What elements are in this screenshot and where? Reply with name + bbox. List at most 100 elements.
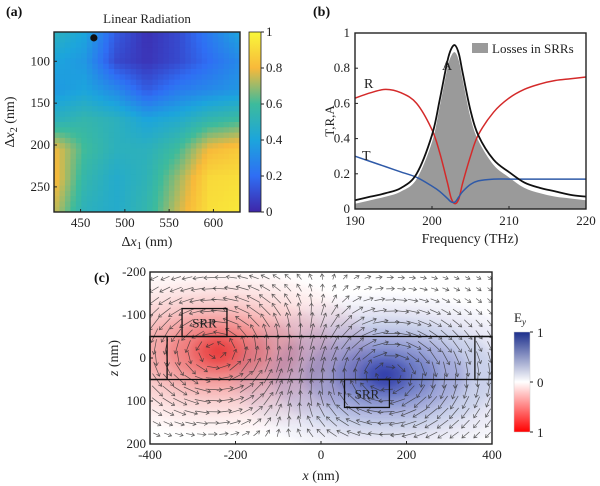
field-arrow: [465, 275, 471, 280]
y-tick-label: 250: [31, 179, 51, 194]
heatmap-cell: [168, 159, 175, 165]
heatmap-cell: [152, 164, 159, 171]
heatmap-cell: [229, 148, 236, 155]
heatmap-cell: [201, 84, 208, 91]
heatmap-cell: [70, 164, 77, 171]
heatmap-cell: [125, 169, 132, 176]
heatmap-cell: [86, 174, 93, 181]
heatmap-cell: [103, 111, 110, 118]
heatmap-cell: [152, 116, 159, 123]
field-arrow: [441, 308, 452, 315]
heatmap-cell: [108, 69, 115, 75]
heatmap-cell: [201, 100, 208, 107]
heatmap-cell: [201, 206, 208, 212]
heatmap-cell: [185, 69, 192, 75]
heatmap-cell: [190, 137, 197, 144]
heatmap-cell: [70, 185, 77, 192]
heatmap-cell: [152, 180, 159, 187]
field-arrow: [181, 329, 193, 341]
field-arrow: [413, 396, 427, 408]
heatmap-cell: [157, 164, 165, 171]
heatmap-cell: [86, 37, 93, 44]
field-arrow: [287, 368, 294, 384]
heatmap-cell: [179, 196, 186, 203]
heatmap-cell: [152, 42, 159, 49]
heatmap-cell: [64, 74, 72, 81]
heatmap-cell: [136, 169, 143, 176]
heatmap-cell: [119, 185, 126, 192]
heatmap-cell: [229, 95, 236, 102]
heatmap-cell: [207, 63, 214, 70]
heatmap-cell: [229, 74, 236, 81]
heatmap-cell: [201, 190, 208, 197]
field-arrow: [307, 390, 313, 407]
heatmap-cell: [81, 137, 88, 144]
heatmap-cell: [207, 201, 214, 208]
field-arrow: [394, 320, 411, 326]
field-arrow: [271, 293, 282, 304]
heatmap-cell: [70, 190, 77, 197]
field-arrow: [332, 284, 337, 292]
field-arrow: [361, 328, 378, 337]
field-arrow: [150, 317, 159, 331]
field-arrow: [309, 302, 314, 316]
field-arrow: [443, 361, 449, 378]
field-arrow: [254, 345, 260, 362]
panel-a: (a) Linear Radiation 450 500 550 6001001502…: [3, 5, 283, 252]
field-arrow: [168, 307, 183, 317]
field-arrow: [169, 318, 183, 330]
heatmap-cell: [75, 180, 82, 187]
heatmap-cell: [59, 37, 66, 44]
heatmap-cell: [179, 32, 186, 38]
heatmap-cell: [185, 74, 192, 81]
heatmap-cell: [125, 180, 132, 187]
heatmap-cell: [125, 111, 132, 118]
heatmap-cell: [201, 137, 208, 144]
field-arrow: [284, 283, 292, 292]
field-arrow: [246, 294, 261, 303]
heatmap-cell: [201, 169, 208, 176]
field-arrow: [340, 315, 353, 327]
heatmap-cell: [190, 185, 197, 192]
heatmap-cell: [229, 137, 236, 144]
field-arrow: [251, 381, 264, 394]
field-arrow: [208, 354, 216, 359]
heatmap-cell: [157, 116, 165, 123]
field-arrow: [263, 404, 273, 416]
heatmap-cell: [163, 58, 170, 65]
heatmap-cell: [70, 174, 77, 181]
field-arrow: [326, 429, 337, 437]
heatmap-cell: [136, 201, 143, 208]
heatmap-cell: [75, 174, 82, 181]
heatmap-cell: [86, 106, 93, 113]
heatmap-cell: [212, 42, 219, 49]
heatmap-cell: [130, 137, 137, 144]
heatmap-cell: [223, 90, 230, 97]
heatmap-cell: [141, 116, 148, 123]
field-arrow: [181, 276, 193, 281]
heatmap-cell: [108, 148, 115, 155]
heatmap-cell: [168, 174, 175, 181]
field-arrow: [203, 275, 215, 281]
heatmap-cell: [86, 164, 93, 171]
heatmap-cell: [108, 37, 115, 44]
heatmap-cell: [212, 174, 219, 181]
field-arrow: [370, 385, 382, 392]
heatmap-cell: [54, 63, 61, 70]
heatmap-cell: [196, 137, 203, 144]
field-arrow: [352, 347, 363, 361]
heatmap-cell: [136, 159, 143, 165]
field-arrow: [440, 319, 453, 328]
field-arrow: [306, 415, 314, 427]
field-arrow: [401, 397, 416, 407]
field-arrow: [346, 430, 361, 437]
heatmap-cell: [81, 111, 88, 118]
field-arrow: [336, 429, 349, 437]
heatmap-cell: [234, 106, 240, 113]
heatmap-cell: [212, 159, 219, 165]
heatmap-cell: [190, 95, 197, 102]
heatmap-cell: [157, 53, 165, 60]
heatmap-cell: [234, 84, 240, 91]
heatmap-cell: [207, 32, 214, 38]
